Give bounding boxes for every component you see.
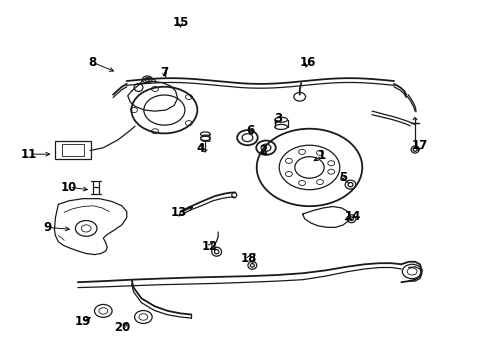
Text: 10: 10 <box>61 181 77 194</box>
Text: 6: 6 <box>247 124 255 137</box>
Bar <box>62 144 84 156</box>
Text: 7: 7 <box>160 66 169 79</box>
Text: 16: 16 <box>299 56 316 69</box>
Text: 9: 9 <box>43 221 51 234</box>
Text: 15: 15 <box>172 16 189 29</box>
Text: 12: 12 <box>202 240 218 253</box>
Text: 3: 3 <box>274 112 282 125</box>
Text: 18: 18 <box>241 252 257 265</box>
Text: 14: 14 <box>344 210 361 223</box>
Text: 11: 11 <box>21 148 37 161</box>
Text: 17: 17 <box>412 139 428 152</box>
Text: 1: 1 <box>318 149 326 162</box>
Text: 20: 20 <box>114 321 130 334</box>
Text: 5: 5 <box>339 171 347 184</box>
Text: 4: 4 <box>197 142 205 155</box>
Text: 2: 2 <box>260 144 268 157</box>
Text: 8: 8 <box>88 56 97 69</box>
Text: 19: 19 <box>74 315 91 328</box>
Bar <box>55 141 91 159</box>
Text: 13: 13 <box>171 207 187 220</box>
